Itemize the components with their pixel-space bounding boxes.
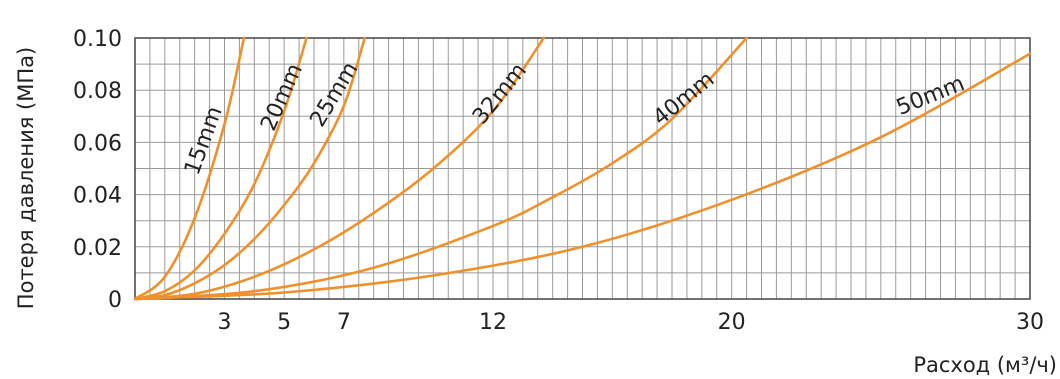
x-tick-label: 30 (1016, 310, 1044, 335)
y-tick-label: 0.02 (73, 236, 122, 261)
y-tick-label: 0.08 (73, 79, 122, 104)
x-tick-label: 20 (718, 310, 746, 335)
x-tick-label: 7 (337, 310, 351, 335)
series-line-15mm (133, 36, 246, 301)
series-line-32mm (133, 36, 545, 301)
x-axis-title: Расход (м³/ч) (913, 353, 1057, 377)
y-axis-title: Потеря давления (МПа) (14, 47, 38, 309)
x-tick-labels: 3 5 7 12 20 30 (218, 310, 1045, 335)
grid (135, 38, 1030, 299)
x-tick-label: 5 (277, 310, 291, 335)
series-line-25mm (133, 36, 366, 301)
y-tick-label: 0.06 (73, 131, 122, 156)
x-tick-label: 3 (218, 310, 232, 335)
y-tick-label: 0.04 (73, 184, 122, 209)
series-line-20mm (133, 36, 308, 301)
series-group (133, 36, 1032, 301)
x-tick-label: 12 (479, 310, 507, 335)
series-line-50mm (133, 52, 1032, 301)
series-line-40mm (133, 36, 748, 301)
y-tick-label: 0.10 (73, 27, 122, 52)
y-tick-label: 0 (108, 288, 122, 313)
plot-frame (134, 37, 1031, 300)
y-tick-labels: 0 0.02 0.04 0.06 0.08 0.10 (73, 27, 122, 313)
